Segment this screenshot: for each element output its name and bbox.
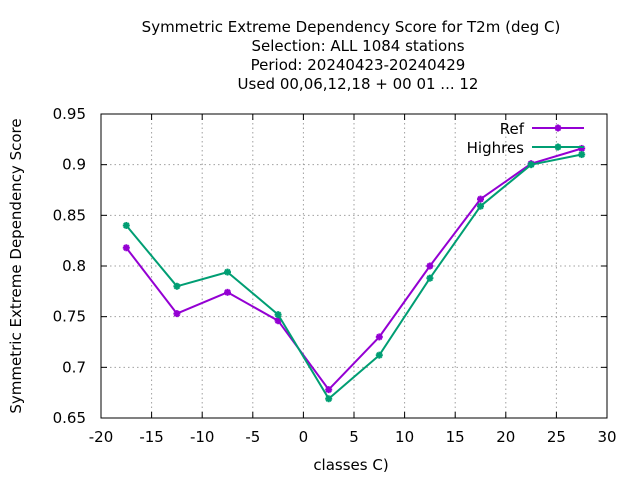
marker-stroke-d2 [173, 283, 181, 290]
series-group [122, 144, 586, 403]
marker-stroke-d2 [477, 203, 484, 210]
data-point-ref [122, 244, 130, 252]
marker-stroke-d2 [554, 143, 562, 151]
data-point-highres [224, 268, 231, 276]
grid [101, 114, 607, 418]
data-point-highres [122, 221, 130, 229]
data-point-highres [325, 395, 333, 403]
marker-stroke-d2 [527, 161, 535, 168]
x-axis-label: classes C) [313, 456, 388, 474]
y-tick-labels: 0.65 0.7 0.75 0.8 0.85 0.9 0.95 [53, 105, 86, 427]
legend-label-ref: Ref [500, 120, 525, 138]
y-tick-label: 0.9 [62, 156, 86, 174]
data-point-ref [375, 333, 383, 341]
y-axis-label: Symmetric Extreme Dependency Score [7, 118, 25, 413]
x-tick-label: 30 [597, 428, 616, 446]
y-tick-label: 0.65 [53, 409, 86, 427]
marker-stroke-d2 [224, 289, 231, 296]
marker-stroke-d2 [426, 274, 434, 282]
y-tick-label: 0.8 [62, 257, 86, 275]
data-point-highres [426, 274, 434, 282]
title-line-4: Used 00,06,12,18 + 00 01 ... 12 [238, 75, 479, 93]
x-tick-label: 25 [547, 428, 566, 446]
x-tick-label: -5 [245, 428, 260, 446]
marker-stroke-d2 [325, 386, 332, 393]
marker-stroke-d2 [274, 311, 282, 318]
data-point-ref [173, 310, 181, 318]
y-tick-label: 0.95 [53, 105, 86, 123]
y-tick-label: 0.7 [62, 358, 86, 376]
x-tick-label: -15 [139, 428, 164, 446]
x-tick-label: -20 [89, 428, 114, 446]
title-line-2: Selection: ALL 1084 stations [251, 37, 464, 55]
x-tick-label: 15 [446, 428, 465, 446]
data-point-ref [224, 288, 231, 296]
marker-stroke-d2 [123, 222, 130, 229]
data-point-highres [477, 202, 484, 210]
data-point-highres [578, 151, 586, 159]
x-tick-label: 10 [395, 428, 414, 446]
x-tick-label: 20 [496, 428, 515, 446]
title-line-1: Symmetric Extreme Dependency Score for T… [142, 18, 561, 36]
data-point-highres [173, 282, 181, 290]
title-line-3: Period: 20240423-20240429 [251, 56, 466, 74]
legend-marker-ref [554, 124, 562, 132]
legend: Ref Highres [467, 120, 584, 157]
marker-stroke-d2 [224, 268, 231, 276]
legend-label-highres: Highres [467, 139, 525, 157]
y-tick-label: 0.85 [53, 206, 86, 224]
x-tick-label: 5 [349, 428, 359, 446]
x-tick-labels: -20 -15 -10 -5 0 5 10 15 20 25 30 [89, 428, 617, 446]
data-point-highres [274, 311, 282, 319]
marker-stroke-d2 [477, 195, 484, 203]
marker-stroke-d2 [426, 262, 434, 270]
data-point-ref [426, 262, 434, 270]
x-tick-label: -10 [190, 428, 215, 446]
chart-title: Symmetric Extreme Dependency Score for T… [142, 18, 561, 93]
data-point-ref [325, 386, 333, 394]
legend-marker-highres [554, 143, 562, 151]
marker-stroke-d2 [578, 151, 585, 158]
series-line-highres [125, 153, 582, 400]
x-tick-label: 0 [299, 428, 309, 446]
axis-ticks [100, 113, 608, 419]
y-tick-label: 0.75 [53, 308, 86, 326]
data-point-ref [477, 195, 484, 203]
marker-stroke-d2 [554, 124, 562, 132]
marker-stroke-d2 [376, 333, 383, 341]
marker-stroke-d2 [376, 351, 383, 359]
data-point-highres [375, 351, 383, 359]
marker-stroke-d2 [173, 310, 181, 317]
marker-stroke-d2 [123, 244, 130, 251]
marker-stroke-d2 [325, 395, 332, 402]
series-line-ref [125, 147, 582, 391]
data-point-highres [527, 161, 535, 169]
